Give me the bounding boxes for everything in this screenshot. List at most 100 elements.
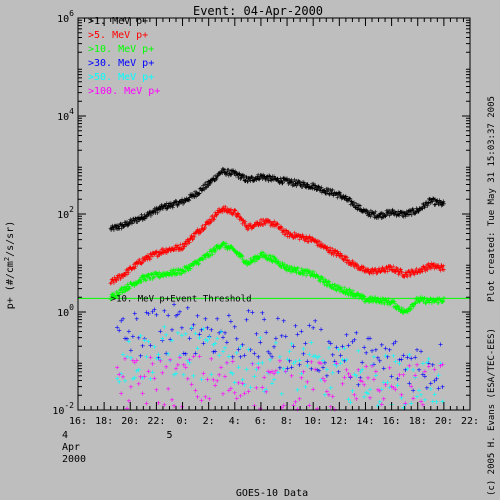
data-point: + [125,221,130,230]
data-point: + [349,197,354,206]
data-point: + [379,299,384,308]
data-point: + [349,197,354,206]
data-point: + [213,246,218,255]
data-point: + [193,258,198,267]
data-point: + [175,243,180,252]
data-point: + [202,224,207,233]
data-point: + [211,215,216,224]
data-point: + [187,264,192,273]
data-point: + [348,291,353,300]
data-point: + [198,185,203,194]
data-point: + [311,182,316,191]
x-tick-label: 22: [461,416,479,427]
data-point: + [152,273,157,282]
data-point: + [158,327,163,336]
data-point: + [356,289,361,298]
data-point: + [318,186,323,195]
data-point: + [193,329,198,338]
data-point: + [252,220,257,229]
data-point: + [121,373,126,382]
data-point: + [235,248,240,257]
data-point: + [421,370,426,379]
data-point: + [174,270,179,279]
data-point: + [339,285,344,294]
data-point: + [308,183,313,192]
data-point: + [361,205,366,214]
data-point: + [279,404,284,413]
data-point: + [172,371,177,380]
data-point: + [205,375,210,384]
data-point: + [123,376,128,385]
data-point: + [307,401,312,410]
data-point: + [230,168,235,177]
data-point: + [223,169,228,178]
data-point: + [322,278,327,287]
data-point: + [230,166,235,175]
data-point: + [392,265,397,274]
data-point: + [264,173,269,182]
data-point: + [412,209,417,218]
data-point: + [151,207,156,216]
data-point: + [124,284,129,293]
data-point: + [308,233,313,242]
data-point: + [271,219,276,228]
data-point: + [351,199,356,208]
data-point: + [266,369,271,378]
data-point: + [146,253,151,262]
data-point: + [225,169,230,178]
data-point: + [350,200,355,209]
data-point: + [322,243,327,252]
data-point: + [375,268,380,277]
data-point: + [276,368,281,377]
data-point: + [207,178,212,187]
data-point: + [315,185,320,194]
data-point: + [401,306,406,315]
y-axis-label: p+ (#/cm2/s/sr) [3,221,16,310]
data-point: + [130,332,135,341]
data-point: + [322,186,327,195]
data-point: + [370,265,375,274]
data-point: + [248,177,253,186]
data-point: + [317,366,322,375]
data-point: + [217,204,222,213]
data-point: + [134,280,139,289]
data-point: + [220,239,225,248]
data-point: + [135,258,140,267]
data-point: + [324,281,329,290]
data-point: + [382,267,387,276]
data-point: + [228,206,233,215]
data-point: + [175,202,180,211]
data-point: + [374,269,379,278]
data-point: + [270,172,275,181]
data-point: + [332,357,337,366]
data-point: + [377,264,382,273]
data-point: + [287,347,292,356]
data-point: + [400,308,405,317]
data-point: + [429,295,434,304]
data-point: + [191,191,196,200]
data-point: + [355,291,360,300]
data-point: + [268,368,273,377]
data-point: + [168,268,173,277]
data-point: + [296,178,301,187]
data-point: + [243,222,248,231]
data-point: + [256,359,261,368]
data-point: + [198,228,203,237]
data-point: + [283,367,288,376]
data-point: + [398,208,403,217]
data-point: + [413,267,418,276]
data-point: + [115,221,120,230]
data-point: + [410,267,415,276]
data-point: + [315,353,320,362]
data-point: + [123,354,128,363]
data-point: + [324,244,329,253]
data-point: + [133,214,138,223]
data-point: + [358,291,363,300]
data-point: + [255,255,260,264]
data-point: + [426,200,431,209]
data-point: + [256,352,261,361]
data-point: + [371,210,376,219]
data-point: + [285,266,290,275]
data-point: + [246,345,251,354]
data-point: + [165,247,170,256]
